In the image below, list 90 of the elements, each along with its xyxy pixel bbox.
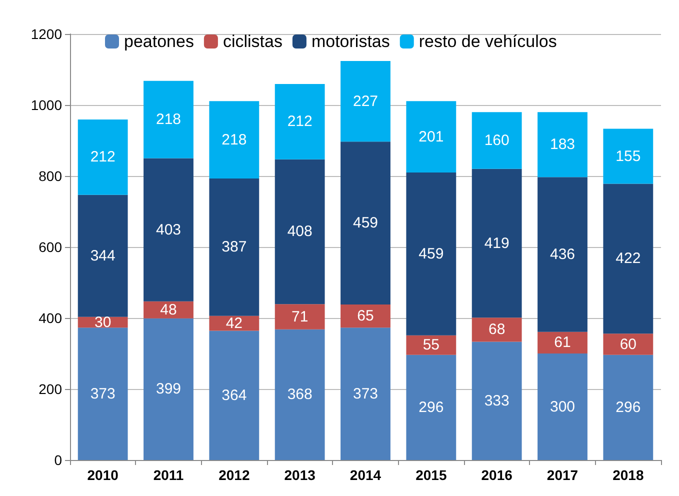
legend-label: motoristas — [311, 32, 390, 51]
bar — [144, 80, 194, 158]
bar — [209, 178, 260, 316]
bar — [538, 354, 588, 460]
y-tick-label: 800 — [38, 168, 62, 184]
bar — [340, 142, 390, 305]
data-label: 155 — [616, 148, 641, 165]
bar — [274, 84, 325, 160]
data-label: 408 — [287, 223, 312, 240]
y-tick-label: 200 — [38, 381, 62, 397]
data-label: 30 — [94, 314, 112, 331]
data-label: 212 — [90, 148, 116, 166]
data-label: 60 — [620, 336, 637, 353]
data-label: 419 — [484, 234, 510, 252]
x-tick-label: 2012 — [218, 467, 250, 483]
bar — [209, 330, 260, 460]
bar — [603, 334, 654, 355]
y-tick-label: 600 — [38, 239, 62, 255]
x-tick-label: 2016 — [481, 467, 513, 483]
data-label: 183 — [550, 136, 576, 154]
bar — [603, 354, 654, 460]
bar — [78, 328, 128, 460]
bar — [472, 112, 522, 169]
data-label: 364 — [222, 386, 247, 404]
data-label: 68 — [488, 321, 506, 338]
bar — [340, 328, 390, 460]
legend-label: peatones — [124, 32, 194, 51]
data-label: 344 — [90, 247, 116, 264]
bar — [144, 318, 194, 460]
bar — [603, 128, 654, 184]
x-tick-label: 2013 — [284, 467, 316, 483]
bar — [274, 159, 325, 304]
data-label: 300 — [550, 398, 576, 416]
data-label: 65 — [357, 308, 374, 325]
bar — [406, 354, 456, 460]
x-tick-label: 2017 — [546, 467, 578, 483]
data-label: 71 — [291, 308, 308, 326]
data-label: 459 — [418, 245, 444, 262]
data-label: 42 — [226, 314, 243, 332]
data-label: 55 — [422, 336, 440, 354]
data-label: 218 — [222, 131, 247, 148]
bar — [472, 318, 522, 342]
data-label: 160 — [484, 132, 510, 149]
bar — [274, 304, 325, 330]
data-label: 459 — [352, 214, 378, 232]
data-label: 227 — [352, 92, 378, 110]
bar — [406, 335, 456, 355]
bar — [538, 332, 588, 354]
data-label: 296 — [616, 398, 641, 416]
data-label: 373 — [90, 385, 116, 402]
data-label: 48 — [160, 301, 177, 318]
bar — [406, 172, 456, 336]
y-tick-label: 1200 — [30, 26, 62, 42]
bar — [340, 304, 390, 328]
legend-label: ciclistas — [222, 32, 282, 51]
x-tick-label: 2011 — [153, 467, 184, 483]
bar — [472, 342, 522, 460]
data-label: 373 — [352, 385, 378, 402]
data-label: 436 — [550, 246, 576, 263]
x-tick-label: 2018 — [612, 467, 644, 483]
data-label: 387 — [222, 238, 247, 256]
legend-label: resto de vehículos — [418, 32, 557, 51]
data-label: 333 — [484, 392, 510, 410]
y-tick-label: 400 — [38, 310, 62, 326]
data-label: 422 — [616, 250, 641, 268]
data-label: 399 — [156, 380, 182, 398]
bar — [538, 177, 588, 332]
bar — [472, 168, 522, 318]
x-tick-label: 2010 — [87, 467, 119, 483]
bar — [209, 316, 260, 331]
bar — [603, 184, 654, 334]
data-label: 218 — [156, 111, 182, 128]
bar — [340, 60, 390, 142]
bar — [209, 101, 260, 178]
data-label: 201 — [418, 128, 444, 146]
bar — [144, 158, 194, 302]
data-label: 403 — [156, 221, 182, 238]
bar — [78, 120, 128, 195]
data-label: 212 — [287, 113, 312, 130]
data-label: 368 — [287, 386, 312, 404]
bar — [538, 112, 588, 178]
y-tick-label: 1000 — [30, 97, 62, 113]
x-tick-label: 2014 — [350, 467, 382, 483]
x-tick-label: 2015 — [416, 467, 447, 483]
bar — [406, 101, 456, 172]
y-tick-label: 0 — [54, 452, 62, 468]
bar — [78, 194, 128, 317]
bar — [274, 329, 325, 460]
data-label: 61 — [554, 334, 571, 352]
data-label: 296 — [418, 398, 444, 416]
